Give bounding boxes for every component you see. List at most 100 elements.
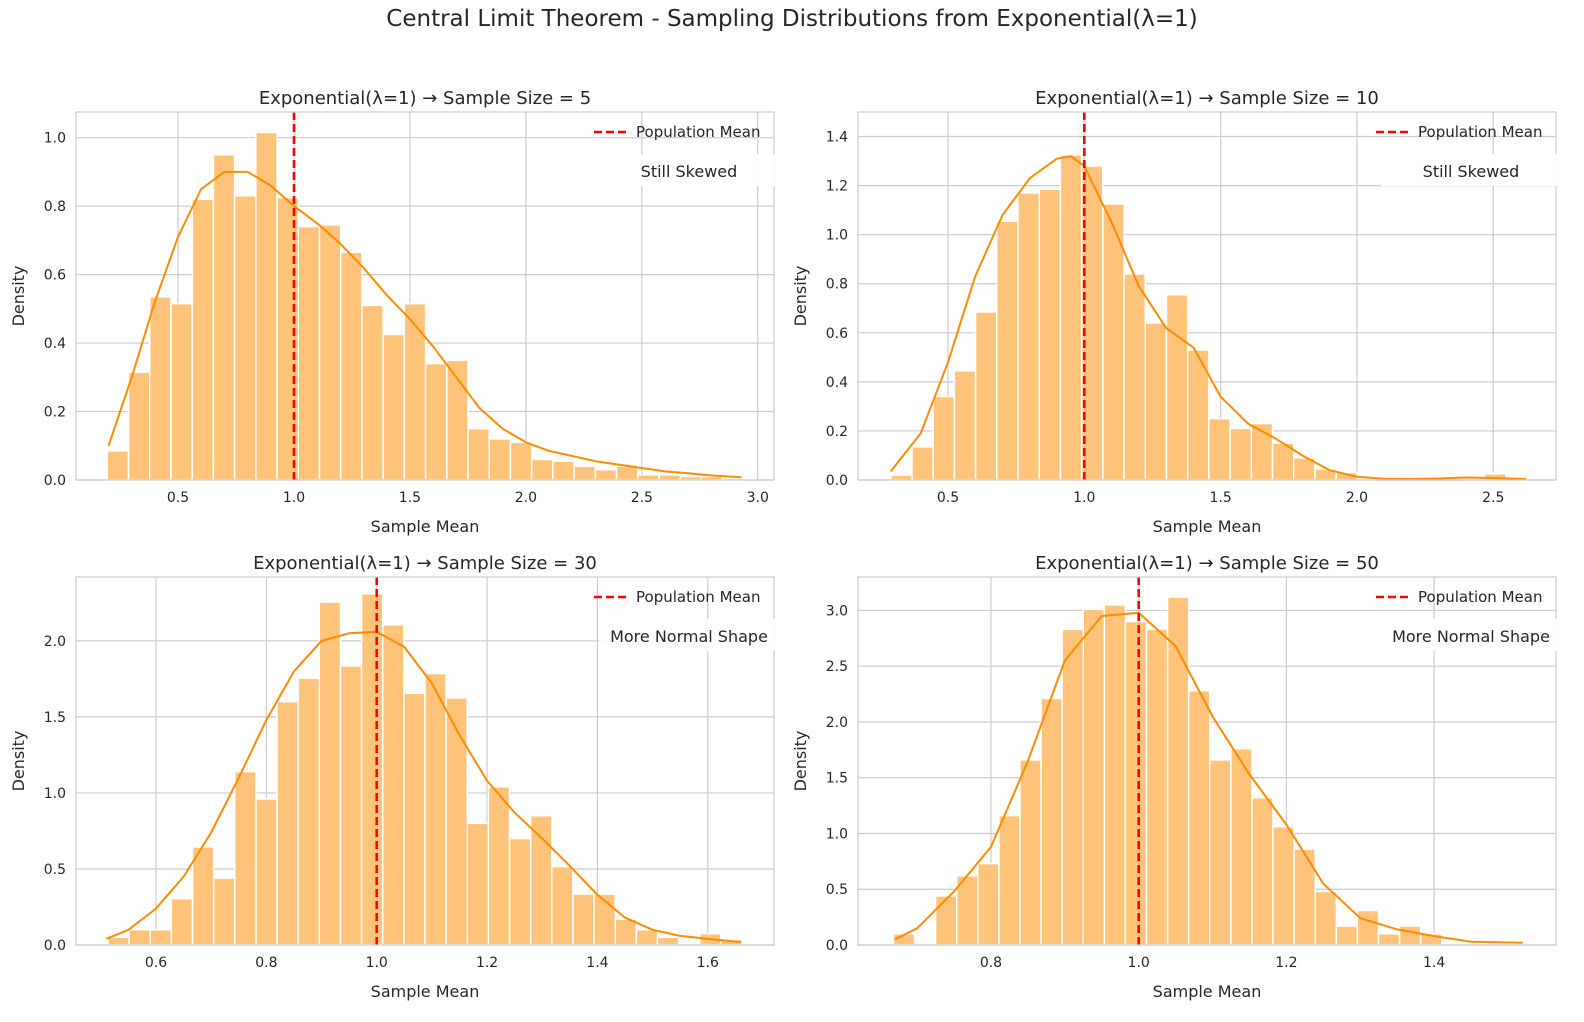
y-tick-label: 0.8 <box>826 277 848 293</box>
y-axis-label: Density <box>791 266 810 327</box>
histogram-bar <box>998 814 1021 946</box>
annotation-text: Still Skewed <box>1423 162 1520 181</box>
histogram-bar <box>233 195 257 481</box>
histogram-bar <box>530 458 554 481</box>
axes-frame <box>857 576 1557 946</box>
legend-label: Population Mean <box>636 588 760 606</box>
y-tick-label: 2.0 <box>44 634 66 650</box>
histogram-bar <box>466 822 490 946</box>
histogram-bar <box>635 929 659 946</box>
y-tick-label: 0.0 <box>826 473 848 489</box>
histogram-bar <box>1019 759 1042 946</box>
histogram-bar <box>977 862 1000 946</box>
histogram-bar <box>191 198 215 481</box>
histogram-bar <box>1356 909 1380 946</box>
x-tick-label: 1.0 <box>366 955 388 971</box>
x-tick-label: 1.0 <box>1128 955 1150 971</box>
y-tick-label: 1.5 <box>44 710 66 726</box>
histogram-bar <box>551 865 574 946</box>
histogram-bar <box>552 460 575 481</box>
annotation-text: More Normal Shape <box>610 627 768 646</box>
x-tick-label: 2.0 <box>1346 490 1368 506</box>
histogram-bar <box>403 302 427 481</box>
histogram-bar <box>381 624 405 946</box>
y-tick-label: 0.8 <box>44 199 66 215</box>
histogram-bar <box>148 296 172 481</box>
y-tick-label: 1.5 <box>826 771 848 787</box>
histogram-bar <box>424 672 447 946</box>
histogram-bar <box>1377 933 1401 946</box>
x-tick-label: 1.5 <box>1210 490 1232 506</box>
axes-frame <box>75 576 775 946</box>
annotation-box <box>1381 154 1561 186</box>
y-tick-label: 0.0 <box>44 938 66 954</box>
y-tick-label: 2.5 <box>826 659 848 675</box>
histogram-bar <box>1103 604 1127 946</box>
y-tick-label: 0.4 <box>826 375 848 391</box>
y-tick-label: 1.4 <box>826 130 848 146</box>
x-tick-label: 1.4 <box>586 955 608 971</box>
y-axis-label: Density <box>791 731 810 792</box>
histogram-bar <box>191 846 215 946</box>
histogram-bar <box>1230 747 1253 946</box>
axes-frame <box>857 111 1557 481</box>
histogram-bar <box>212 877 236 946</box>
histogram-bar <box>1124 620 1148 946</box>
histogram-bar <box>1293 848 1316 946</box>
histogram-bar <box>318 224 342 481</box>
histogram-bar <box>1123 273 1147 481</box>
x-tick-label: 3.0 <box>747 490 769 506</box>
histogram-bar <box>276 700 299 946</box>
histogram-bar <box>934 895 958 946</box>
annotation-box <box>599 619 779 651</box>
legend-label: Population Mean <box>636 123 760 141</box>
histogram-bar <box>403 692 426 946</box>
panel-3: 0.6 0.8 1.0 1.2 1.4 1.6 0.0 0.5 1.0 1.5 2.0 Exponen… <box>9 553 779 1001</box>
x-tick-label: 0.8 <box>255 955 277 971</box>
panel-2: 0.5 1.0 1.5 2.0 2.5 0.0 0.2 0.4 0.6 0.8 1.0 1.2 1.4 E… <box>791 88 1561 536</box>
y-tick-label: 0.2 <box>826 424 848 440</box>
histogram-bar <box>361 304 384 481</box>
y-tick-label: 1.0 <box>826 826 848 842</box>
histogram-bar <box>996 220 1019 481</box>
legend: Population Mean <box>594 123 760 141</box>
histogram-bar <box>1209 759 1232 946</box>
histogram-bar <box>106 450 130 481</box>
histogram-bar <box>255 131 278 481</box>
histogram-bar <box>424 362 448 481</box>
annotation-text: Still Skewed <box>641 162 738 181</box>
y-tick-label: 1.0 <box>44 786 66 802</box>
x-tick-label: 1.5 <box>399 490 421 506</box>
histogram-bar <box>974 311 998 481</box>
histogram-bar <box>297 225 321 481</box>
histogram-bar <box>128 929 152 946</box>
x-tick-label: 1.6 <box>697 955 719 971</box>
histogram-bar <box>127 371 151 481</box>
x-tick-label: 1.2 <box>1275 955 1297 971</box>
histogram-bar <box>107 936 130 946</box>
histogram-bar <box>467 427 490 481</box>
histogram-bar <box>487 786 511 946</box>
histogram-bar <box>573 465 597 481</box>
y-tick-label: 1.0 <box>826 228 848 244</box>
histogram-bar <box>382 333 406 481</box>
histogram-bar <box>656 936 680 946</box>
histogram-bar <box>1272 826 1295 946</box>
panel-title: Exponential(λ=1) → Sample Size = 10 <box>1035 88 1379 109</box>
panel-title: Exponential(λ=1) → Sample Size = 30 <box>253 553 597 574</box>
y-tick-label: 1.2 <box>826 179 848 195</box>
legend: Population Mean <box>1376 588 1542 606</box>
histogram-bar <box>339 665 363 946</box>
x-axis-label: Sample Mean <box>1153 517 1262 536</box>
histogram-bar <box>339 251 363 481</box>
histogram-bar <box>637 474 660 481</box>
kde-curve <box>894 611 1523 944</box>
histogram-bar <box>1061 628 1084 946</box>
legend-label: Population Mean <box>1418 123 1542 141</box>
y-tick-label: 0.5 <box>44 862 66 878</box>
histogram-bar <box>170 302 193 481</box>
x-tick-label: 0.8 <box>980 955 1002 971</box>
legend: Population Mean <box>594 588 760 606</box>
y-tick-label: 1.0 <box>44 131 66 147</box>
y-tick-label: 0.0 <box>44 473 66 489</box>
